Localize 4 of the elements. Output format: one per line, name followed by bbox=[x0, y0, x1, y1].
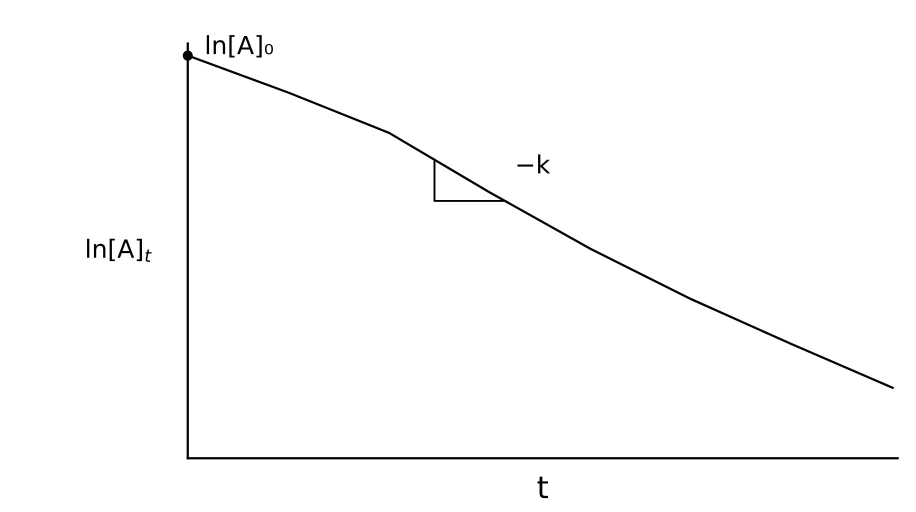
annotation: −k bbox=[518, 154, 550, 174]
annotation: ln[A]₀ bbox=[206, 35, 273, 58]
x-axis-title: t bbox=[538, 476, 548, 498]
y-axis-title: ln[A]$_{t}$ bbox=[87, 238, 152, 262]
